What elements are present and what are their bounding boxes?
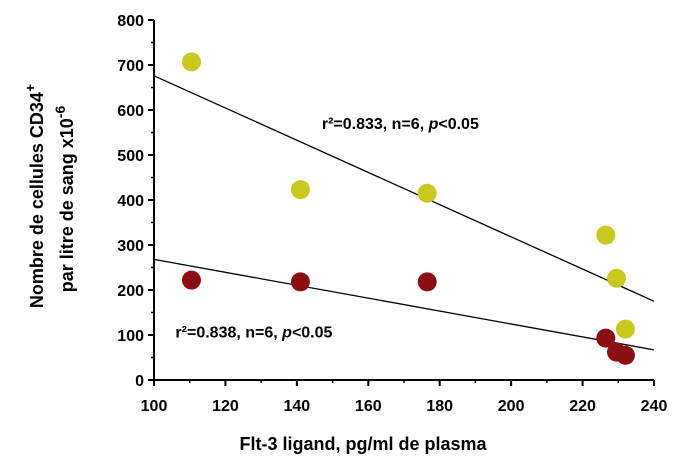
regression-annotation-2: r²=0.838, n=6, p<0.05 [175,324,332,341]
y-tick-label: 0 [135,373,144,390]
annotation-p-symbol: p [428,116,439,133]
data-points [182,52,635,365]
data-point [417,183,437,203]
data-point [182,52,201,72]
trendline-1 [153,75,655,302]
y-tick-label: 300 [117,238,144,255]
data-point [182,270,201,290]
x-tick-label: 120 [212,398,239,415]
x-axis-title: Flt-3 ligand, pg/ml de plasma [239,434,487,454]
x-tick-label: 140 [284,398,311,415]
data-point [615,345,635,365]
data-point [596,225,616,245]
x-tick-label: 240 [641,398,668,415]
y-tick-label: 100 [117,328,144,345]
regression-annotation-1: r²=0.833, n=6, p<0.05 [322,116,479,133]
y-tick-label: 800 [117,13,144,30]
annotation-stats: r²=0.833, n=6, [322,116,429,133]
x-axis-ticks: 100 120 140 160 180 200 220 240 [141,380,668,415]
y-tick-label: 600 [117,103,144,120]
y-axis-title-line2: par litre de sang x10-6 [52,106,77,293]
y-tick-label: 500 [117,148,144,165]
annotation-p-symbol: p [281,324,292,341]
data-point [615,319,635,339]
y-tick-label: 200 [117,283,144,300]
y-axis-title-line1-text: Nombre de cellules CD34 [27,92,47,308]
trendline-2 [153,258,655,351]
data-point [290,272,310,292]
x-tick-label: 180 [426,398,453,415]
x-tick-label: 160 [355,398,382,415]
y-axis-title-line1: Nombre de cellules CD34+ [22,84,47,308]
data-point [607,268,626,288]
plot-area: 100 120 140 160 180 200 220 240 0 100 200 300 400 50… [117,13,667,415]
x-tick-label: 200 [498,398,525,415]
y-axis-title-line1-sup: + [22,84,38,92]
data-point [290,180,310,200]
x-tick-label: 100 [141,398,168,415]
annotation-p-value: <0.05 [292,324,333,341]
y-axis-title-line2-sup: -6 [52,106,68,119]
trendlines [153,75,655,351]
y-tick-label: 400 [117,193,144,210]
data-point [417,272,437,292]
annotation-p-value: <0.05 [438,116,479,133]
y-axis-title-line2-text: par litre de sang x10 [57,118,77,292]
y-tick-label: 700 [117,58,144,75]
y-axis-ticks: 0 100 200 300 400 500 600 700 800 [117,13,154,390]
x-tick-label: 220 [569,398,596,415]
annotation-stats: r²=0.838, n=6, [175,324,282,341]
data-point [596,328,616,348]
